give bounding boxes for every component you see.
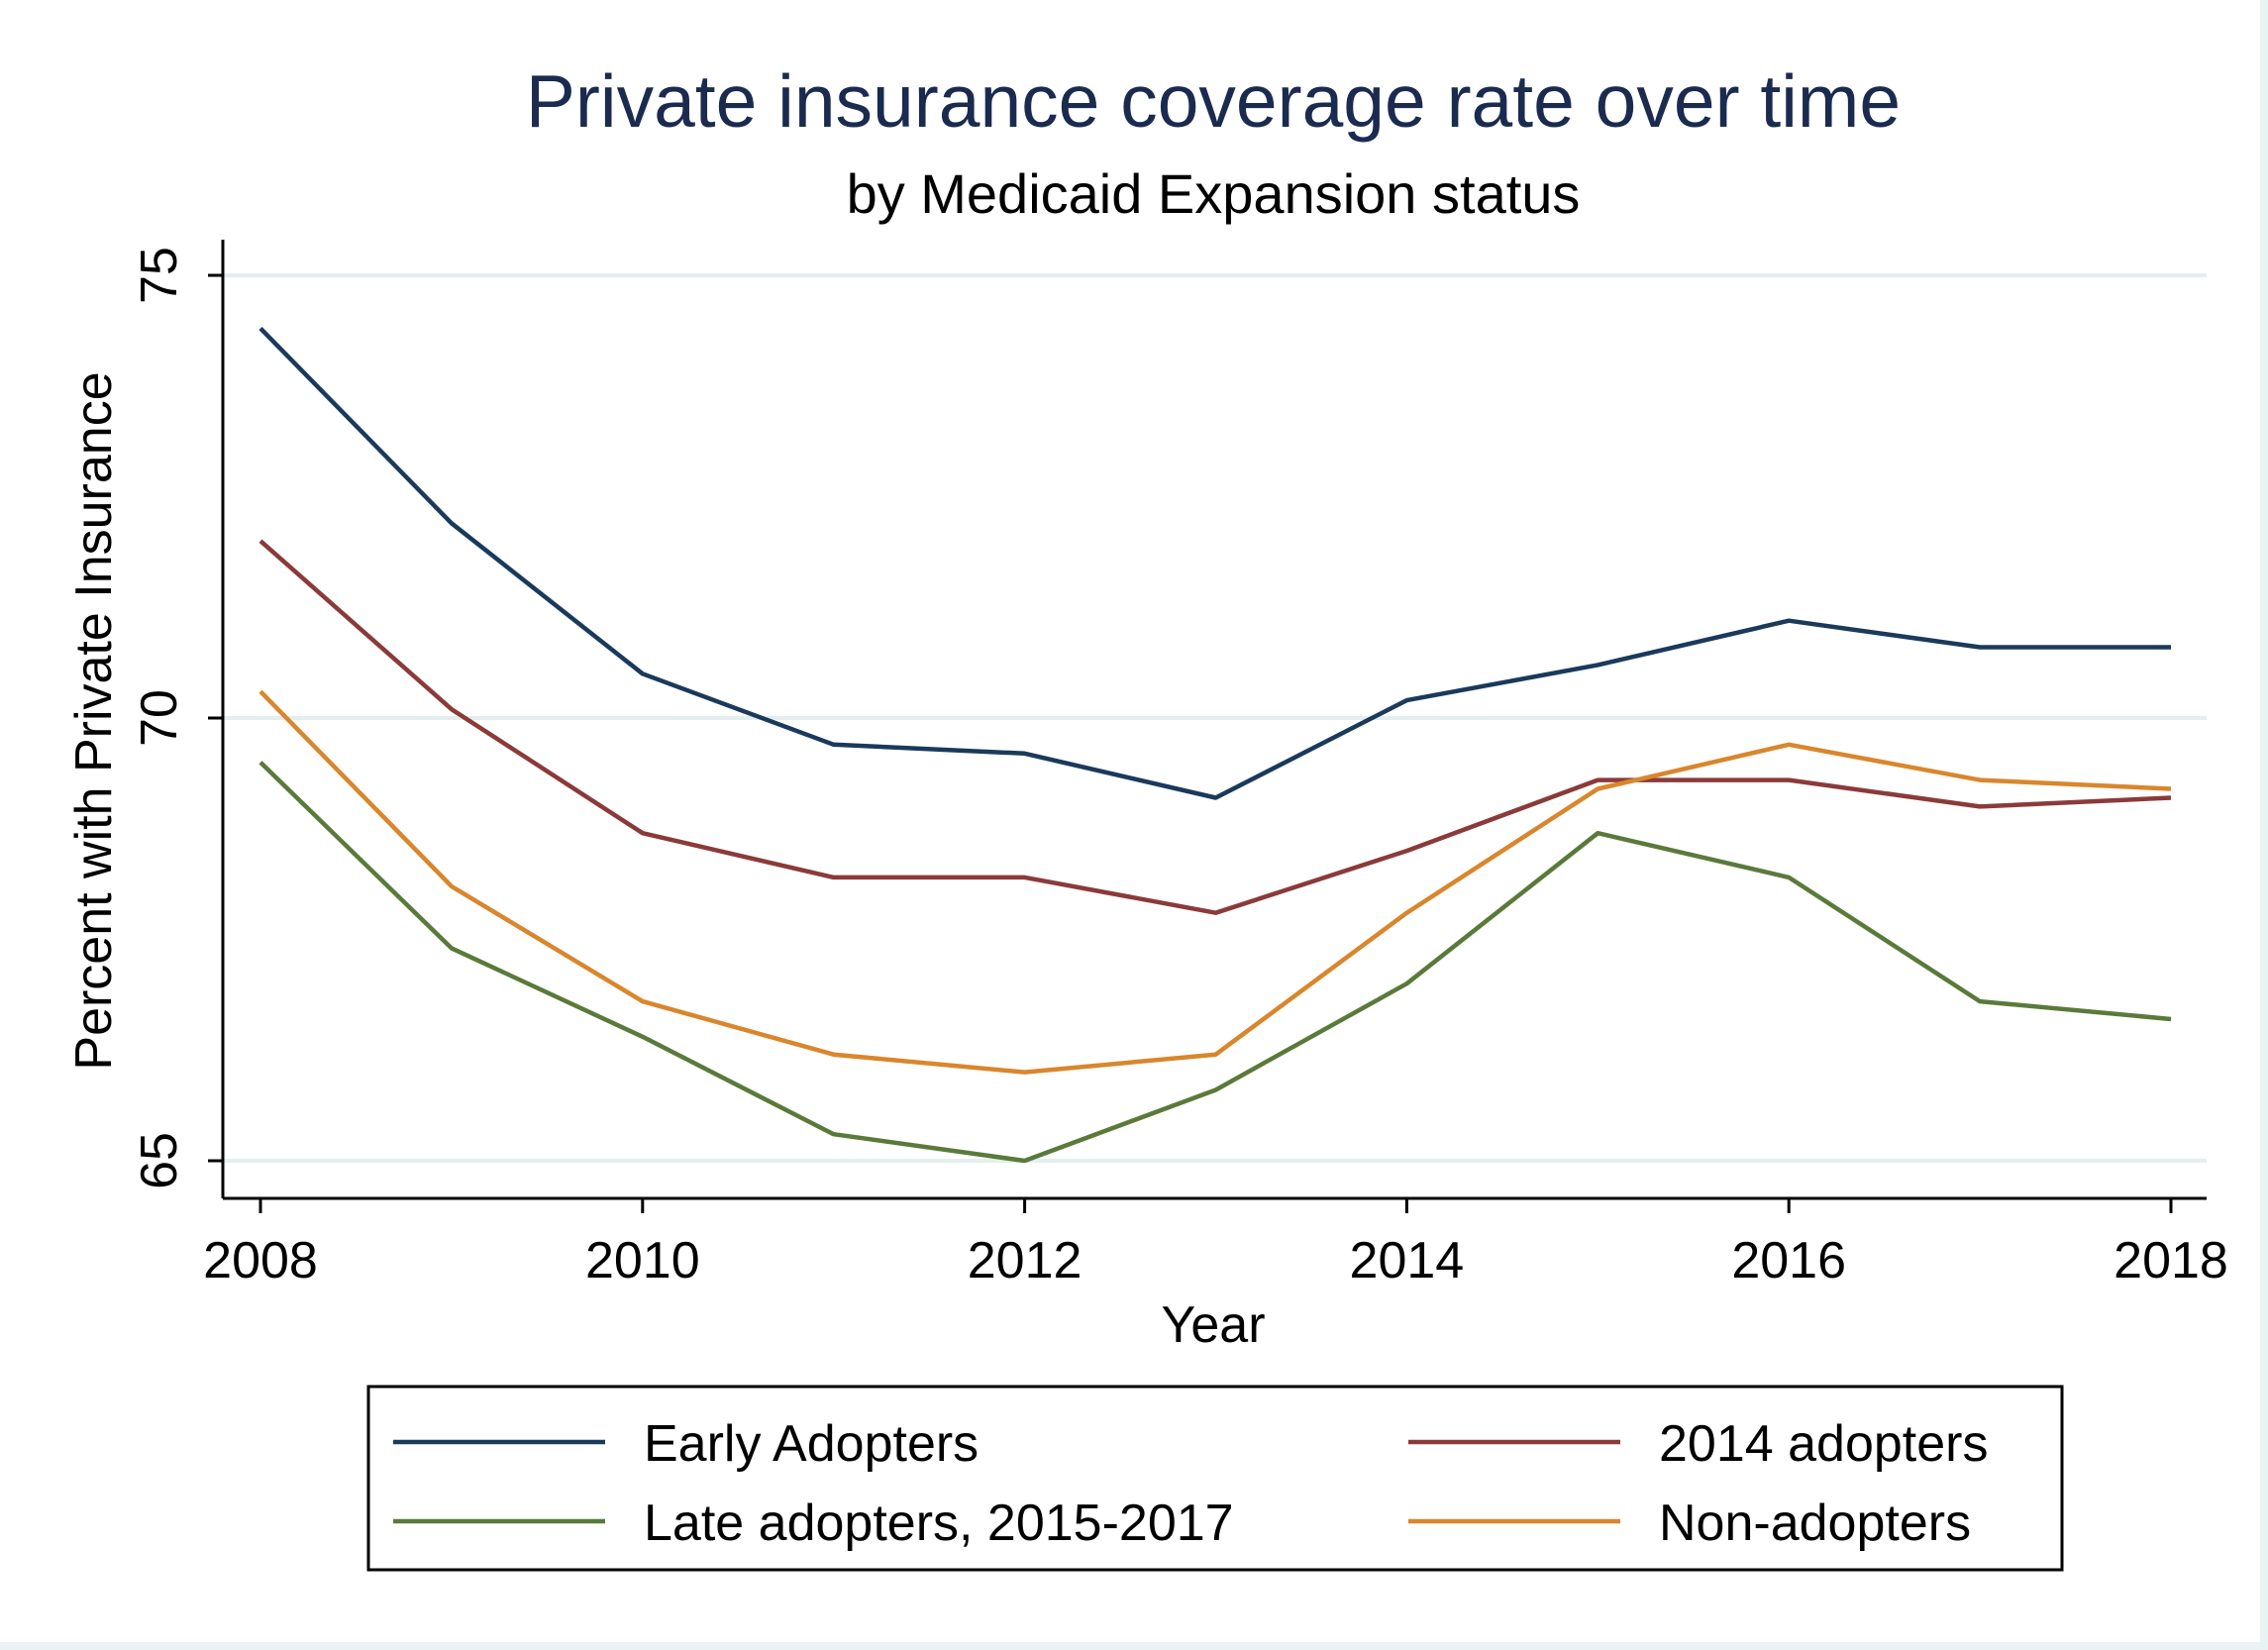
- x-axis-title: Year: [1161, 1296, 1265, 1354]
- legend-box: [366, 1385, 2064, 1572]
- legend-label-1: 2014 adopters: [1659, 1415, 1989, 1473]
- legend-label-2: Late adopters, 2015-2017: [644, 1495, 1234, 1552]
- x-tick-label-2014: 2014: [1350, 1232, 1465, 1289]
- y-axis-title: Percent with Private Insurance: [65, 371, 123, 1070]
- x-tick-label-2016: 2016: [1731, 1232, 1846, 1289]
- axes: 65 70 75 2008 2010 2012 2014 2016 2018: [131, 240, 2228, 1289]
- series-line-3: [258, 689, 2172, 1075]
- y-tick-label-75: 75: [131, 247, 188, 304]
- chart-title: Private insurance coverage rate over tim…: [526, 59, 1901, 143]
- legend: Early Adopters 2014 adopters Late adopters…: [366, 1385, 2064, 1572]
- gridlines: [223, 273, 2207, 1163]
- series-line-0: [258, 327, 2171, 800]
- y-tick-label-70: 70: [131, 689, 188, 747]
- x-tick-label-2018: 2018: [2113, 1232, 2228, 1289]
- series-lines: [258, 327, 2172, 1164]
- legend-label-0: Early Adopters: [644, 1415, 979, 1473]
- x-tick-label-2008: 2008: [203, 1232, 318, 1289]
- legend-label-3: Non-adopters: [1659, 1495, 1971, 1552]
- series-line-1: [258, 539, 2172, 915]
- chart-subtitle: by Medicaid Expansion status: [847, 162, 1581, 225]
- y-tick-label-65: 65: [131, 1132, 188, 1189]
- x-tick-label-2012: 2012: [968, 1232, 1082, 1289]
- series-line-2: [258, 761, 2172, 1164]
- x-tick-label-2010: 2010: [585, 1232, 700, 1289]
